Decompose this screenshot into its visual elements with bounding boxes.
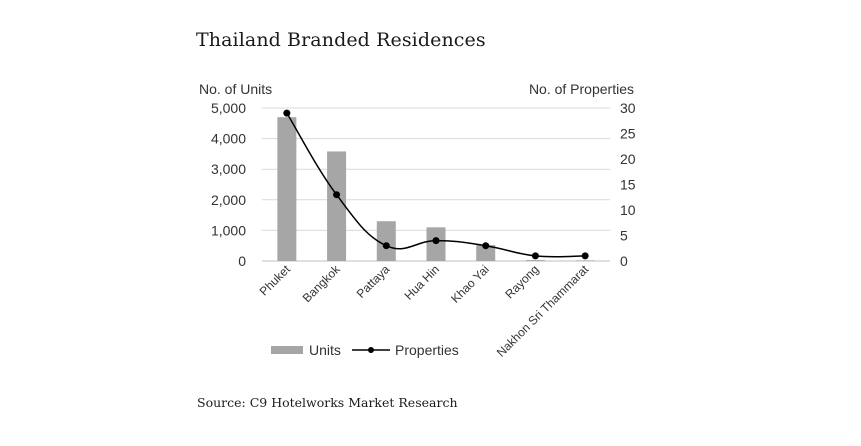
- x-category-label: Khao Yai: [448, 262, 492, 306]
- units-bar: [525, 260, 545, 261]
- x-category-label: Bangkok: [300, 262, 344, 306]
- x-category-label: Rayong: [502, 262, 541, 301]
- y-axis-left-ticks: 0 1,000 2,000 3,000 4,000 5,000: [211, 100, 246, 269]
- x-category-label: Hua Hin: [402, 262, 443, 303]
- units-bar: [376, 221, 396, 261]
- units-bar: [476, 245, 496, 261]
- legend-properties-label: Properties: [395, 342, 459, 358]
- y-right-tick-label: 20: [620, 151, 636, 167]
- y-left-tick-label: 4,000: [211, 131, 246, 147]
- y-left-tick-label: 0: [238, 253, 246, 269]
- properties-point: [482, 242, 490, 250]
- y-left-tick-label: 3,000: [211, 161, 246, 177]
- properties-point: [581, 252, 589, 260]
- units-bar: [575, 260, 595, 261]
- properties-point: [432, 237, 440, 245]
- chart-title: Thailand Branded Residences: [196, 29, 486, 51]
- y-right-tick-label: 0: [620, 253, 628, 269]
- units-bars: [277, 117, 595, 262]
- properties-point: [333, 191, 341, 199]
- legend-units-swatch: [271, 346, 303, 354]
- x-category-label: Pattaya: [354, 262, 393, 301]
- y-right-tick-label: 25: [620, 126, 636, 142]
- y-left-tick-label: 2,000: [211, 192, 246, 208]
- y-right-tick-label: 15: [620, 177, 636, 193]
- units-bar: [277, 117, 297, 262]
- units-bar: [327, 151, 347, 261]
- properties-line: [283, 109, 589, 260]
- y-axis-right-ticks: 0 5 10 15 20 25 30: [620, 100, 636, 269]
- y-axis-right-label: No. of Properties: [529, 81, 634, 97]
- properties-point: [382, 242, 390, 250]
- legend-units-label: Units: [309, 342, 341, 358]
- x-category-label: Phuket: [257, 262, 294, 299]
- y-right-tick-label: 10: [620, 202, 636, 218]
- legend-properties-marker: [368, 347, 374, 353]
- y-right-tick-label: 30: [620, 100, 636, 116]
- y-right-tick-label: 5: [620, 228, 628, 244]
- legend: Units Properties: [271, 342, 459, 358]
- properties-point: [531, 252, 539, 260]
- y-left-tick-label: 1,000: [211, 222, 246, 238]
- source-note: Source: C9 Hotelworks Market Research: [197, 395, 458, 410]
- units-bar: [426, 227, 446, 261]
- x-category-label: Nakhon Sri Thammarat: [494, 262, 592, 360]
- y-left-tick-label: 5,000: [211, 100, 246, 116]
- y-axis-left-label: No. of Units: [199, 81, 272, 97]
- properties-point: [283, 109, 291, 117]
